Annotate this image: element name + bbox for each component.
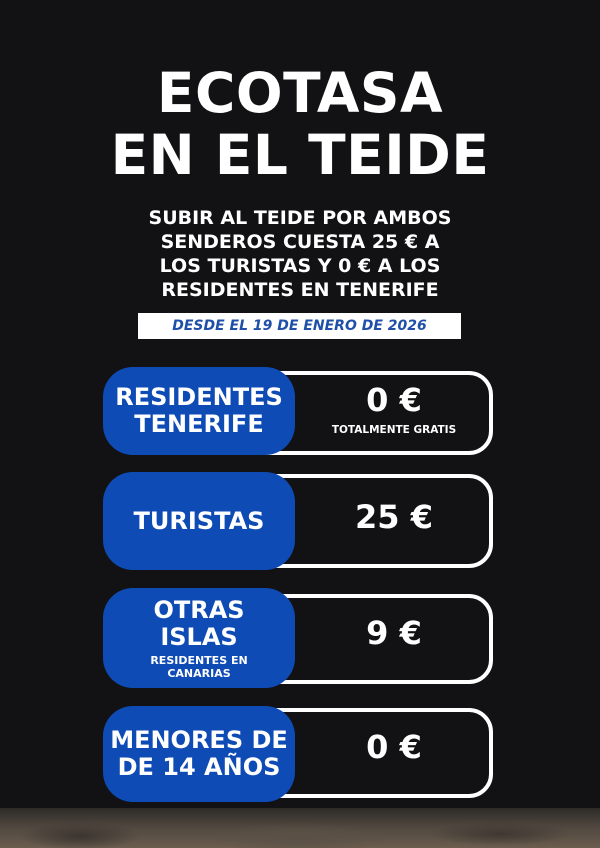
subtitle-line: RESIDENTES EN TENERIFE [161, 279, 439, 301]
price-text: 0 € [366, 728, 422, 766]
rate-label: TURISTAS [103, 472, 295, 570]
price-text: 9 € [366, 614, 422, 652]
rate-label-line: TURISTAS [133, 506, 265, 535]
rate-value: 9 € [295, 614, 493, 652]
rate-label: MENORES DE DE 14 AÑOS [103, 706, 295, 802]
rate-label-line: TENERIFE [134, 410, 264, 438]
subtitle-line: LOS TURISTAS Y 0 € A LOS [159, 255, 441, 277]
rate-label: OTRAS ISLAS RESIDENTES EN CANARIAS [103, 588, 295, 688]
landscape-photo [0, 808, 600, 848]
date-badge: DESDE EL 19 DE ENERO DE 2026 [138, 313, 461, 339]
rate-sublabel: RESIDENTES EN [150, 653, 248, 667]
rate-row-otras-islas: OTRAS ISLAS RESIDENTES EN CANARIAS 9 € [0, 588, 600, 688]
price-text: 0 € [366, 381, 422, 419]
price-note: TOTALMENTE GRATIS [331, 424, 457, 436]
page-title: ECOTASA EN EL TEIDE [0, 62, 600, 186]
rate-row-turistas: TURISTAS 25 € [0, 472, 600, 570]
title-line: EN EL TEIDE [110, 123, 490, 187]
rate-row-residentes: RESIDENTES TENERIFE 0 € TOTALMENTE GRATI… [0, 367, 600, 455]
rate-value: 25 € [295, 498, 493, 536]
price-text: 25 € [355, 498, 433, 536]
rate-label-line: DE 14 AÑOS [117, 753, 281, 781]
title-line: ECOTASA [156, 61, 444, 125]
rate-value: 0 € TOTALMENTE GRATIS [295, 381, 493, 437]
rate-value: 0 € [295, 728, 493, 766]
rate-label-line: MENORES DE [110, 726, 288, 754]
subtitle-line: SUBIR AL TEIDE POR AMBOS [148, 207, 452, 229]
rate-row-menores: MENORES DE DE 14 AÑOS 0 € [0, 706, 600, 802]
rate-label-line: ISLAS [160, 622, 238, 651]
subtitle: SUBIR AL TEIDE POR AMBOS SENDEROS CUESTA… [0, 206, 600, 302]
subtitle-line: SENDEROS CUESTA 25 € A [160, 231, 440, 253]
rate-label-line: OTRAS [153, 595, 245, 624]
rate-sublabel: CANARIAS [167, 666, 231, 680]
rate-label-line: RESIDENTES [115, 383, 283, 411]
rate-label: RESIDENTES TENERIFE [103, 367, 295, 455]
